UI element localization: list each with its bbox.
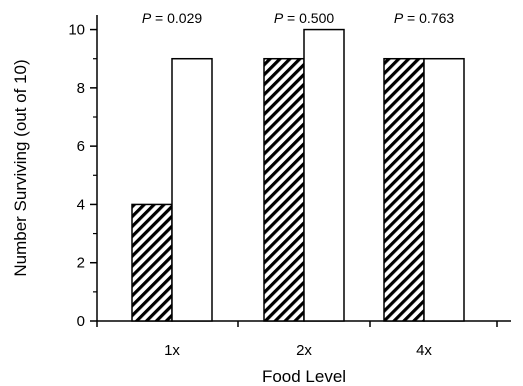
plot-area: 0 2 4 6 8 10 1x P = 0.029 2x P = 0.500 4x P = 0.763 bbox=[68, 10, 511, 359]
y-tick-label: 4 bbox=[77, 196, 85, 213]
y-tick-label: 6 bbox=[77, 138, 85, 155]
x-tick-label: 1x bbox=[164, 342, 180, 359]
y-tick-label: 8 bbox=[77, 80, 85, 97]
x-tick-label: 4x bbox=[416, 342, 432, 359]
p-value-label: P = 0.763 bbox=[394, 10, 455, 26]
p-value-label: P = 0.029 bbox=[142, 10, 203, 26]
hatched-bar bbox=[131, 203, 173, 322]
x-tick-label: 2x bbox=[296, 342, 312, 359]
x-axis-label: Food Level bbox=[262, 367, 346, 386]
y-axis-label: Number Surviving (out of 10) bbox=[11, 59, 30, 276]
open-bar bbox=[423, 57, 465, 322]
hatched-bar bbox=[263, 57, 305, 322]
y-tick-label: 2 bbox=[77, 255, 85, 272]
y-tick-label: 10 bbox=[68, 22, 85, 39]
y-tick-label: 0 bbox=[77, 313, 85, 330]
p-value-label: P = 0.500 bbox=[274, 10, 335, 26]
open-bar bbox=[303, 28, 345, 322]
open-bar bbox=[171, 57, 213, 322]
hatched-bar bbox=[383, 57, 425, 322]
